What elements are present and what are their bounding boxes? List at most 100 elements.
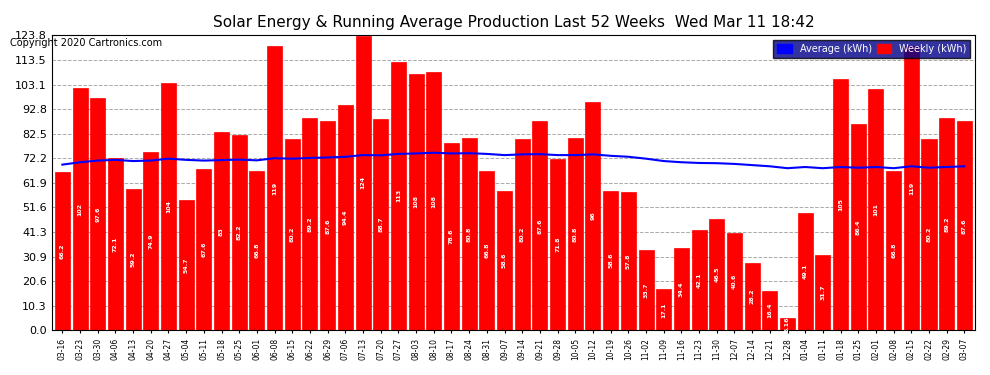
Bar: [798, 213, 813, 330]
Bar: [461, 138, 476, 330]
Bar: [533, 122, 547, 330]
Text: 101: 101: [873, 203, 878, 216]
Bar: [338, 105, 352, 330]
Legend: Average (kWh), Weekly (kWh): Average (kWh), Weekly (kWh): [773, 40, 970, 58]
Bar: [833, 79, 848, 330]
Text: 54.7: 54.7: [184, 257, 189, 273]
Text: 80.8: 80.8: [466, 226, 471, 242]
Bar: [90, 98, 105, 330]
Text: 94.4: 94.4: [343, 210, 347, 225]
Text: 108: 108: [414, 195, 419, 208]
Bar: [868, 89, 883, 330]
Text: 87.6: 87.6: [962, 218, 967, 234]
Text: 66.8: 66.8: [484, 243, 489, 258]
Text: 58.6: 58.6: [502, 253, 507, 268]
Text: 42.1: 42.1: [697, 272, 702, 288]
Text: 71.8: 71.8: [555, 237, 560, 252]
Bar: [674, 248, 689, 330]
Bar: [249, 171, 264, 330]
Text: 119: 119: [909, 182, 914, 195]
Text: 83: 83: [219, 227, 224, 236]
Text: 119: 119: [272, 182, 277, 195]
Bar: [567, 138, 583, 330]
Bar: [479, 171, 494, 330]
Text: 80.2: 80.2: [927, 227, 932, 242]
Text: 104: 104: [166, 200, 171, 213]
Bar: [762, 291, 777, 330]
Text: 5.16: 5.16: [785, 316, 790, 332]
Bar: [391, 62, 406, 330]
Text: 80.2: 80.2: [290, 227, 295, 242]
Bar: [373, 119, 388, 330]
Text: 66.2: 66.2: [59, 243, 65, 259]
Text: 58.6: 58.6: [608, 253, 613, 268]
Text: 66.8: 66.8: [891, 243, 896, 258]
Text: 16.4: 16.4: [767, 303, 772, 318]
Bar: [178, 200, 194, 330]
Bar: [780, 318, 795, 330]
Text: 33.7: 33.7: [644, 282, 648, 298]
Text: 102: 102: [77, 202, 82, 216]
Text: 66.8: 66.8: [254, 243, 259, 258]
Title: Solar Energy & Running Average Production Last 52 Weeks  Wed Mar 11 18:42: Solar Energy & Running Average Productio…: [213, 15, 814, 30]
Bar: [692, 230, 707, 330]
Text: 86.4: 86.4: [855, 219, 860, 235]
Text: 74.9: 74.9: [148, 233, 153, 249]
Text: 87.6: 87.6: [538, 218, 543, 234]
Text: 108: 108: [432, 195, 437, 208]
Text: 96: 96: [590, 211, 595, 220]
Bar: [54, 172, 70, 330]
Bar: [126, 189, 141, 330]
Text: 105: 105: [839, 198, 843, 211]
Text: 89.2: 89.2: [944, 216, 949, 232]
Text: 113: 113: [396, 189, 401, 202]
Bar: [957, 122, 972, 330]
Text: 89.2: 89.2: [308, 216, 313, 232]
Text: 82.2: 82.2: [237, 225, 242, 240]
Bar: [886, 171, 901, 330]
Text: 88.7: 88.7: [378, 217, 383, 232]
Text: 78.6: 78.6: [448, 229, 454, 244]
Bar: [427, 72, 442, 330]
Text: 40.6: 40.6: [732, 274, 737, 290]
Bar: [550, 159, 565, 330]
Text: 72.1: 72.1: [113, 237, 118, 252]
Bar: [214, 132, 229, 330]
Text: 17.1: 17.1: [661, 302, 666, 318]
Text: 80.8: 80.8: [573, 226, 578, 242]
Bar: [161, 83, 176, 330]
Text: 87.6: 87.6: [325, 218, 330, 234]
Text: 28.2: 28.2: [749, 289, 754, 304]
Text: 59.2: 59.2: [131, 252, 136, 267]
Bar: [603, 190, 618, 330]
Bar: [850, 124, 866, 330]
Text: 80.2: 80.2: [520, 227, 525, 242]
Bar: [744, 263, 759, 330]
Bar: [922, 139, 937, 330]
Bar: [940, 118, 954, 330]
Text: 49.1: 49.1: [803, 264, 808, 279]
Bar: [497, 190, 512, 330]
Bar: [656, 290, 671, 330]
Text: 124: 124: [360, 176, 365, 189]
Bar: [108, 158, 123, 330]
Bar: [409, 74, 424, 330]
Bar: [816, 255, 831, 330]
Bar: [444, 143, 459, 330]
Text: 57.8: 57.8: [626, 254, 631, 269]
Bar: [196, 169, 211, 330]
Bar: [285, 139, 300, 330]
Bar: [621, 192, 636, 330]
Text: 31.7: 31.7: [821, 285, 826, 300]
Bar: [355, 36, 370, 330]
Text: 97.6: 97.6: [95, 206, 100, 222]
Bar: [232, 135, 247, 330]
Bar: [144, 152, 158, 330]
Bar: [303, 118, 318, 330]
Bar: [585, 102, 601, 330]
Bar: [727, 233, 742, 330]
Bar: [904, 46, 919, 330]
Text: Copyright 2020 Cartronics.com: Copyright 2020 Cartronics.com: [10, 38, 162, 48]
Bar: [639, 250, 653, 330]
Bar: [72, 88, 87, 330]
